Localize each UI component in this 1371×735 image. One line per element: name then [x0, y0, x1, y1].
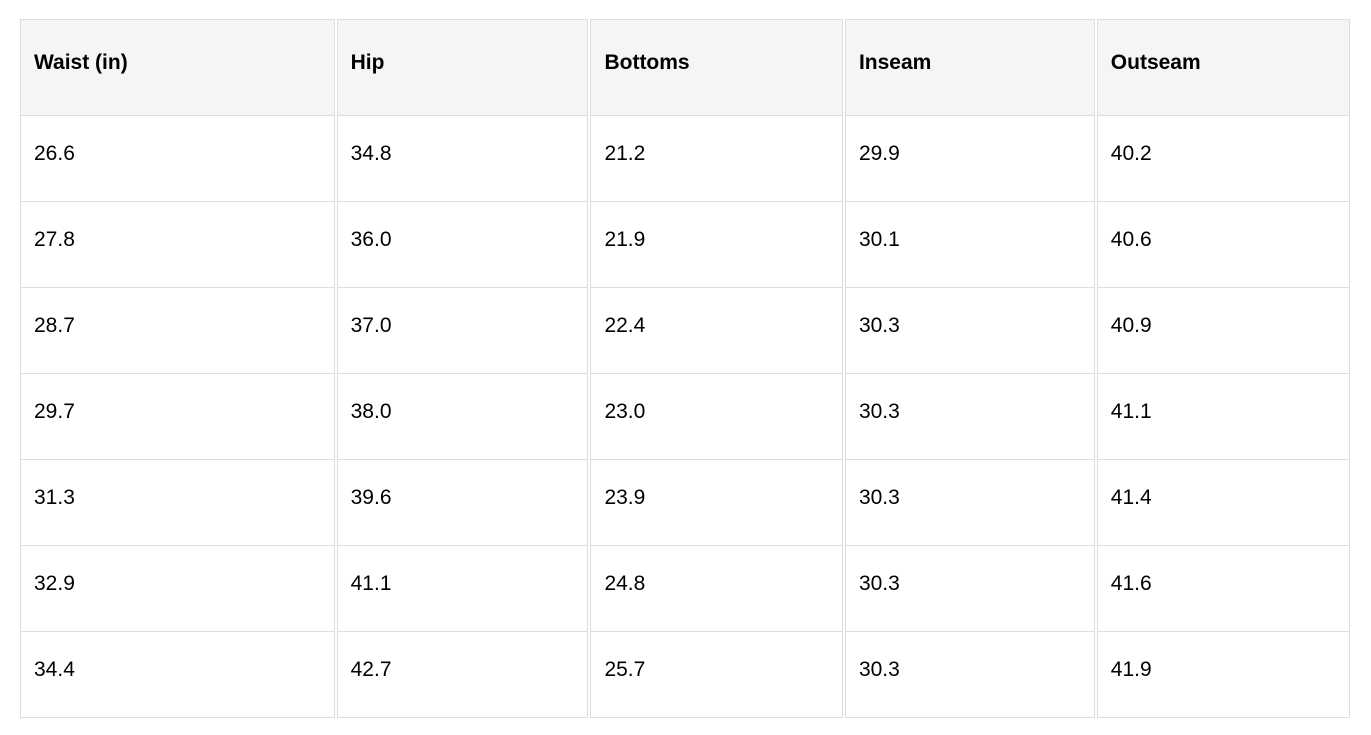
table-cell: 30.3	[844, 288, 1095, 374]
column-header-hip: Hip	[336, 19, 589, 116]
table-cell: 41.6	[1096, 546, 1350, 632]
table-header-row: Waist (in) Hip Bottoms Inseam Outseam	[20, 19, 1350, 116]
table-cell: 34.4	[20, 632, 335, 718]
table-cell: 24.8	[590, 546, 843, 632]
table-cell: 30.3	[844, 374, 1095, 460]
table-cell: 30.1	[844, 202, 1095, 288]
table-cell: 40.2	[1096, 116, 1350, 202]
table-row: 27.8 36.0 21.9 30.1 40.6	[20, 202, 1350, 288]
table-cell: 40.9	[1096, 288, 1350, 374]
column-header-waist: Waist (in)	[20, 19, 335, 116]
table-cell: 38.0	[336, 374, 589, 460]
table-cell: 41.1	[1096, 374, 1350, 460]
table-cell: 28.7	[20, 288, 335, 374]
table-cell: 41.1	[336, 546, 589, 632]
column-header-inseam: Inseam	[844, 19, 1095, 116]
table-cell: 39.6	[336, 460, 589, 546]
table-cell: 21.2	[590, 116, 843, 202]
table-row: 34.4 42.7 25.7 30.3 41.9	[20, 632, 1350, 718]
table-cell: 27.8	[20, 202, 335, 288]
table-cell: 30.3	[844, 460, 1095, 546]
table-row: 26.6 34.8 21.2 29.9 40.2	[20, 116, 1350, 202]
table-row: 31.3 39.6 23.9 30.3 41.4	[20, 460, 1350, 546]
table-cell: 40.6	[1096, 202, 1350, 288]
size-chart-table: Waist (in) Hip Bottoms Inseam Outseam 26…	[18, 19, 1352, 718]
table-cell: 25.7	[590, 632, 843, 718]
table-row: 32.9 41.1 24.8 30.3 41.6	[20, 546, 1350, 632]
table-cell: 30.3	[844, 632, 1095, 718]
column-header-bottoms: Bottoms	[590, 19, 843, 116]
table-cell: 31.3	[20, 460, 335, 546]
table-cell: 36.0	[336, 202, 589, 288]
table-cell: 32.9	[20, 546, 335, 632]
table-cell: 26.6	[20, 116, 335, 202]
table-cell: 29.9	[844, 116, 1095, 202]
table-row: 29.7 38.0 23.0 30.3 41.1	[20, 374, 1350, 460]
table-cell: 41.9	[1096, 632, 1350, 718]
column-header-outseam: Outseam	[1096, 19, 1350, 116]
table-cell: 37.0	[336, 288, 589, 374]
table-row: 28.7 37.0 22.4 30.3 40.9	[20, 288, 1350, 374]
table-cell: 42.7	[336, 632, 589, 718]
table-cell: 29.7	[20, 374, 335, 460]
table-cell: 21.9	[590, 202, 843, 288]
table-cell: 30.3	[844, 546, 1095, 632]
table-cell: 34.8	[336, 116, 589, 202]
table-cell: 41.4	[1096, 460, 1350, 546]
table-cell: 23.0	[590, 374, 843, 460]
table-cell: 23.9	[590, 460, 843, 546]
table-cell: 22.4	[590, 288, 843, 374]
